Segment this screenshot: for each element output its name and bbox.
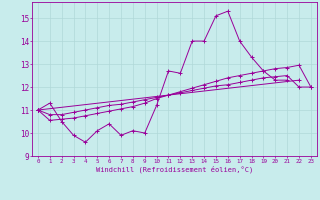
- X-axis label: Windchill (Refroidissement éolien,°C): Windchill (Refroidissement éolien,°C): [96, 165, 253, 173]
